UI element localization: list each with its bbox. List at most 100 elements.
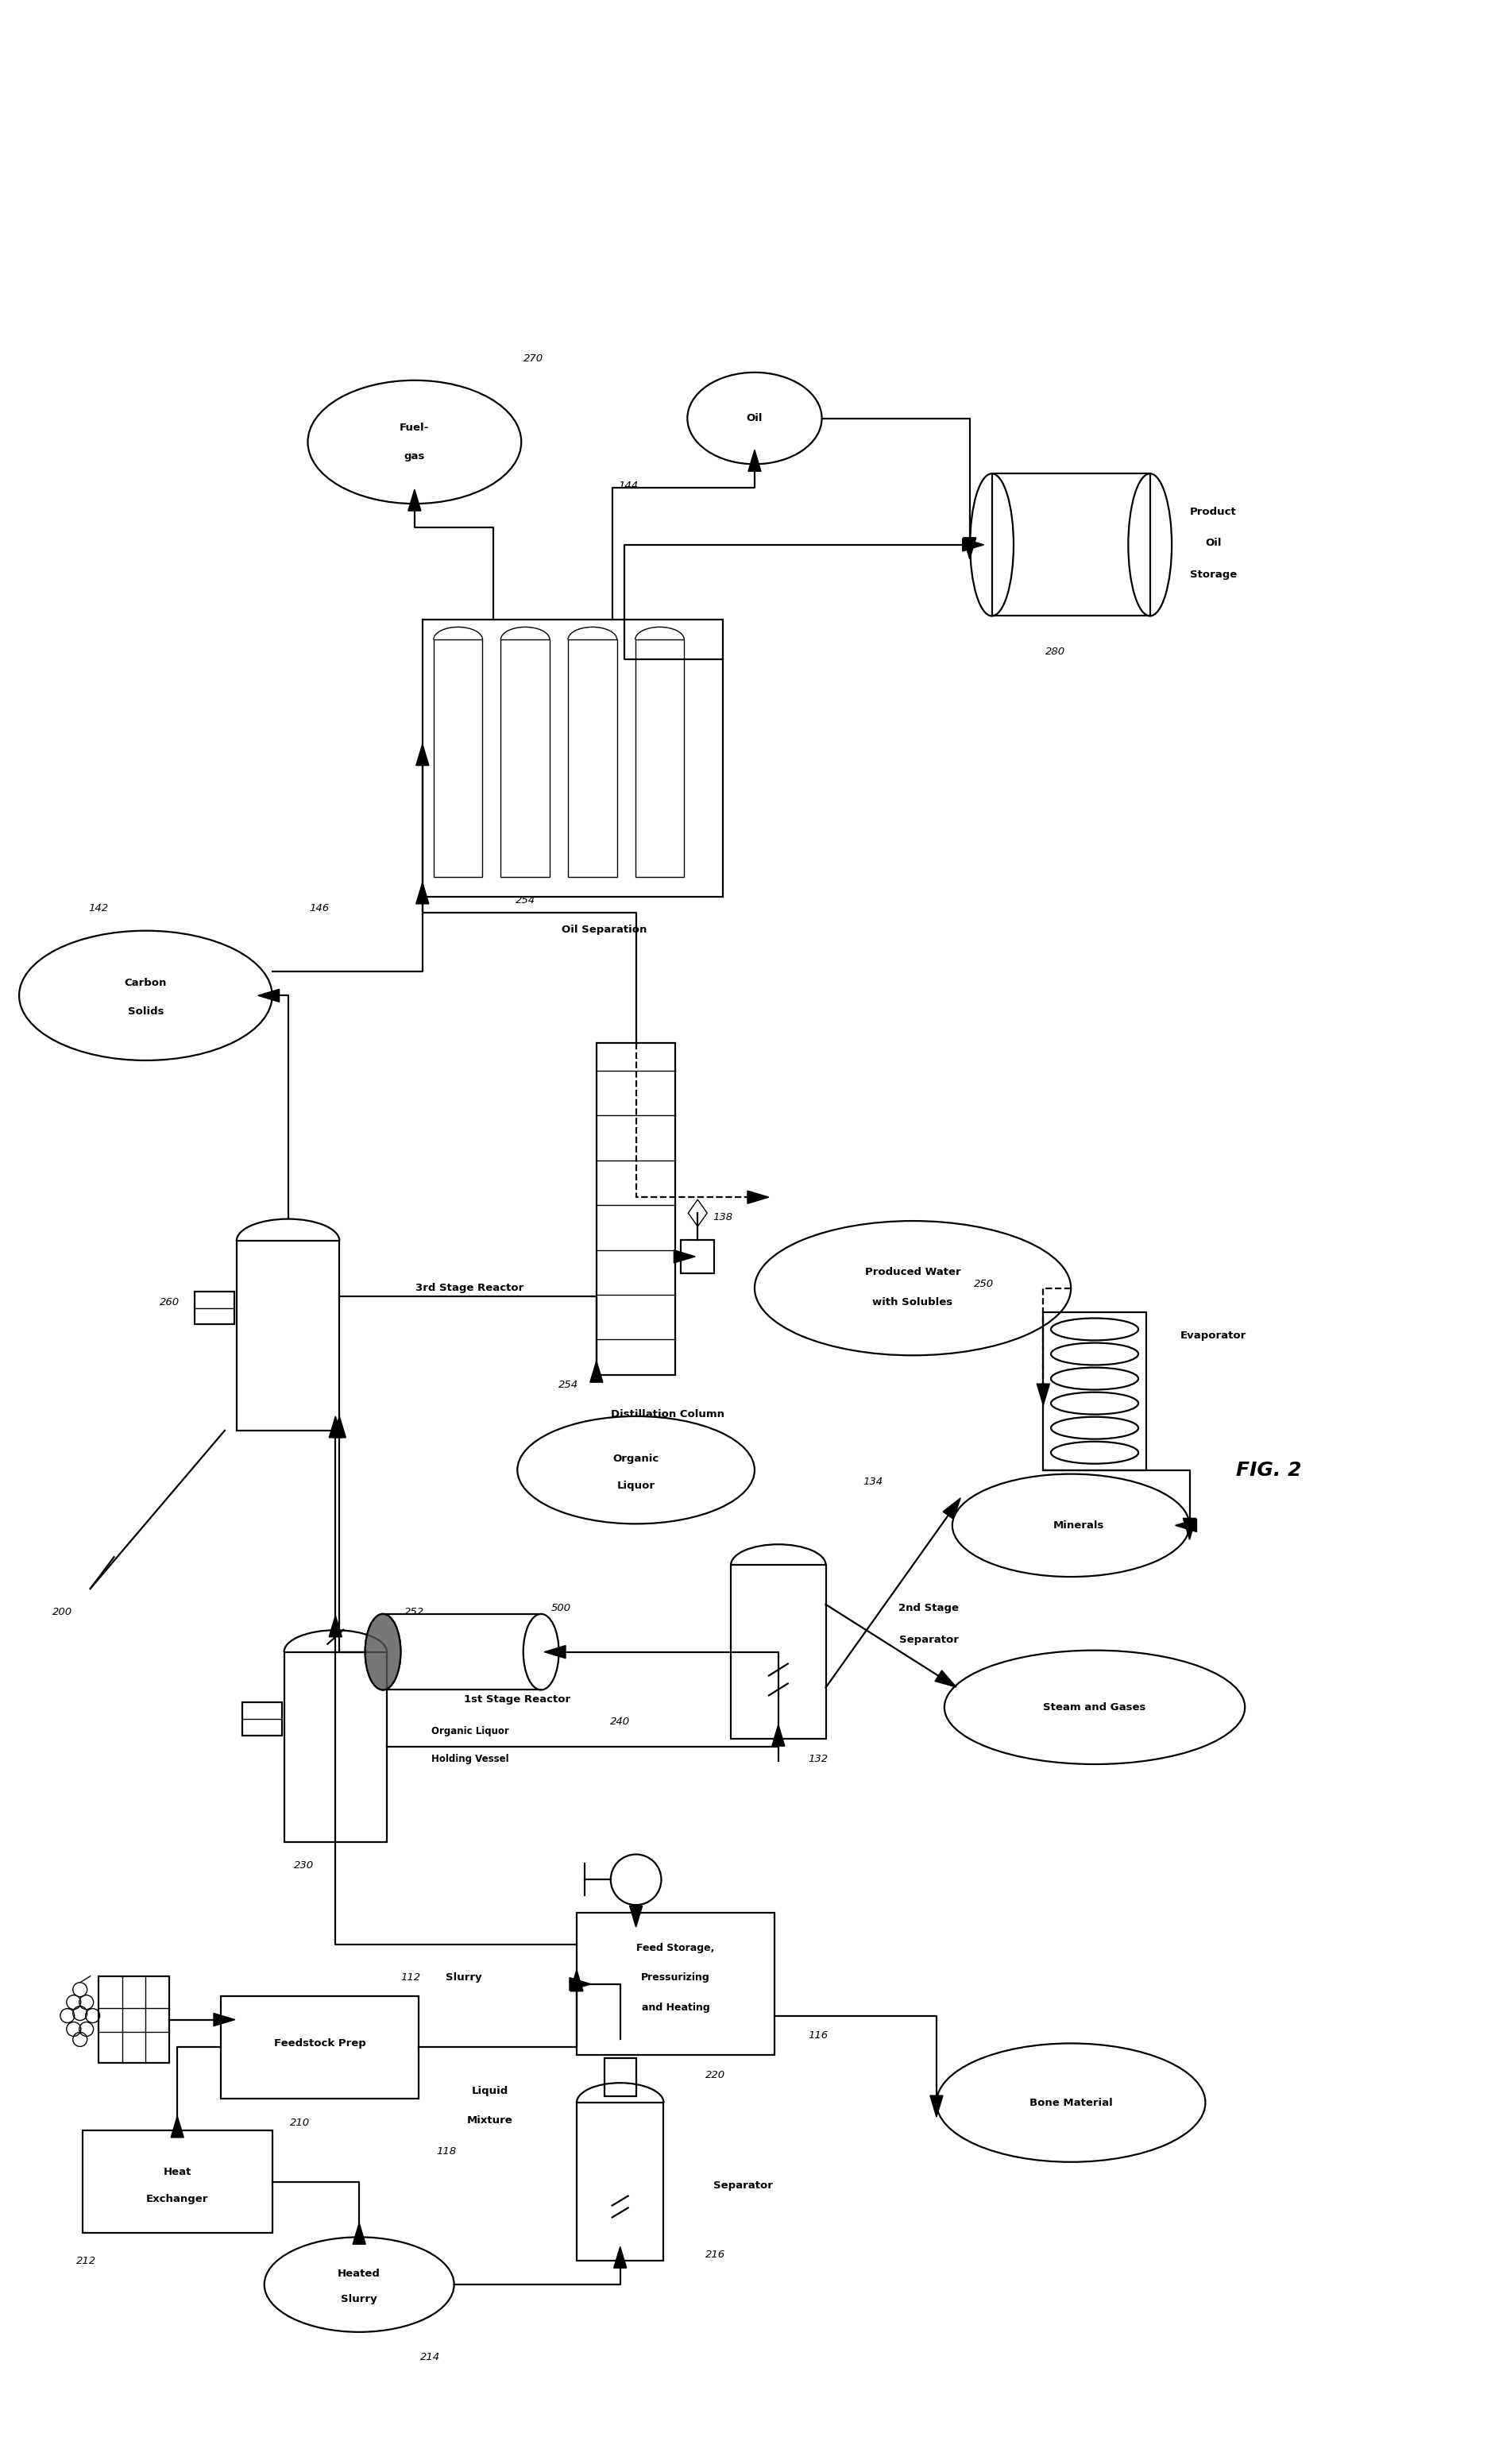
Bar: [98, 1976, 170, 2062]
Text: Separator: Separator: [713, 2181, 772, 2190]
Bar: [285, 1651, 386, 1841]
Text: FIG. 2: FIG. 2: [1236, 1461, 1302, 1478]
Polygon shape: [1036, 1385, 1050, 1404]
Text: Exchanger: Exchanger: [146, 2193, 209, 2205]
Polygon shape: [942, 1498, 960, 1520]
Text: Minerals: Minerals: [1053, 1520, 1105, 1530]
Text: Organic: Organic: [613, 1454, 659, 1464]
Text: Carbon: Carbon: [124, 978, 167, 988]
Text: 132: 132: [808, 1754, 828, 1764]
Ellipse shape: [365, 1614, 401, 1690]
Bar: [681, 1239, 714, 1274]
Text: Produced Water: Produced Water: [865, 1266, 960, 1276]
Bar: [596, 1042, 675, 1375]
Text: Storage: Storage: [1190, 569, 1238, 579]
Text: 200: 200: [52, 1607, 73, 1616]
Text: gas: gas: [404, 451, 425, 461]
Text: 216: 216: [705, 2250, 725, 2259]
Polygon shape: [171, 2117, 183, 2136]
Text: Evaporator: Evaporator: [1181, 1331, 1246, 1340]
Text: Liquid: Liquid: [471, 2085, 508, 2097]
Text: Feedstock Prep: Feedstock Prep: [274, 2038, 365, 2048]
Text: with Solubles: with Solubles: [872, 1296, 953, 1308]
Text: Heated: Heated: [338, 2269, 380, 2279]
Bar: [422, 621, 723, 897]
Text: 230: 230: [294, 1860, 313, 1870]
Polygon shape: [747, 1190, 769, 1202]
Polygon shape: [674, 1249, 695, 1264]
Text: Product: Product: [1190, 508, 1236, 517]
Text: 500: 500: [550, 1604, 571, 1614]
Bar: [501, 641, 550, 877]
Polygon shape: [416, 744, 429, 766]
Text: 240: 240: [610, 1717, 631, 1727]
Polygon shape: [409, 490, 420, 510]
Text: 260: 260: [160, 1296, 179, 1308]
Text: 250: 250: [974, 1279, 994, 1289]
Text: 214: 214: [420, 2353, 440, 2363]
Text: 116: 116: [808, 2030, 828, 2040]
Text: 254: 254: [559, 1380, 579, 1390]
Bar: [992, 473, 1150, 616]
Polygon shape: [772, 1725, 784, 1747]
Text: 146: 146: [310, 904, 330, 914]
Text: Oil: Oil: [1205, 537, 1221, 549]
Text: Slurry: Slurry: [446, 1974, 482, 1984]
Bar: [568, 641, 617, 877]
Text: 3rd Stage Reactor: 3rd Stage Reactor: [416, 1284, 523, 1294]
Polygon shape: [930, 2094, 942, 2117]
Polygon shape: [544, 1646, 565, 1658]
Text: 118: 118: [437, 2146, 456, 2156]
Bar: [604, 2057, 637, 2097]
Polygon shape: [213, 2013, 236, 2025]
Text: Organic Liquor: Organic Liquor: [431, 1725, 508, 1737]
Text: 144: 144: [619, 480, 638, 490]
Polygon shape: [629, 1905, 643, 1927]
Text: 280: 280: [1045, 646, 1065, 658]
Polygon shape: [748, 451, 760, 471]
Text: Slurry: Slurry: [341, 2294, 377, 2304]
Text: 252: 252: [404, 1607, 425, 1616]
Text: Distillation Column: Distillation Column: [611, 1409, 725, 1419]
Polygon shape: [330, 1417, 341, 1437]
Polygon shape: [1184, 1518, 1196, 1540]
Text: 212: 212: [76, 2255, 97, 2267]
Bar: [434, 641, 483, 877]
Bar: [242, 1703, 282, 1735]
Text: Holding Vessel: Holding Vessel: [431, 1754, 508, 1764]
Text: 2nd Stage: 2nd Stage: [899, 1604, 959, 1614]
Bar: [635, 641, 684, 877]
Polygon shape: [416, 882, 429, 904]
Text: Oil Separation: Oil Separation: [562, 924, 647, 934]
Bar: [221, 1996, 419, 2099]
Polygon shape: [935, 1671, 956, 1688]
Text: Pressurizing: Pressurizing: [641, 1974, 710, 1984]
Text: 1st Stage Reactor: 1st Stage Reactor: [464, 1695, 571, 1705]
Text: Mixture: Mixture: [467, 2114, 513, 2126]
Text: Fuel-: Fuel-: [400, 424, 429, 434]
Text: Oil: Oil: [747, 414, 763, 424]
Polygon shape: [963, 540, 984, 552]
Polygon shape: [570, 1969, 583, 1991]
Text: Separator: Separator: [899, 1636, 959, 1646]
Text: Solids: Solids: [128, 1005, 164, 1018]
Text: and Heating: and Heating: [641, 2003, 710, 2013]
Bar: [731, 1565, 826, 1740]
Text: Liquor: Liquor: [617, 1481, 655, 1491]
Bar: [195, 1291, 234, 1326]
Polygon shape: [963, 537, 977, 559]
Text: 270: 270: [523, 355, 543, 365]
Polygon shape: [332, 1417, 346, 1437]
Polygon shape: [590, 1360, 602, 1382]
Polygon shape: [258, 988, 279, 1003]
Polygon shape: [570, 1979, 590, 1991]
Text: Bone Material: Bone Material: [1029, 2097, 1112, 2107]
Bar: [577, 1912, 774, 2055]
Text: 210: 210: [289, 2117, 310, 2126]
Text: 112: 112: [401, 1974, 420, 1984]
Text: 220: 220: [705, 2070, 725, 2080]
Text: 134: 134: [863, 1476, 883, 1488]
Text: Heat: Heat: [163, 2168, 191, 2178]
Polygon shape: [1175, 1518, 1197, 1533]
Text: Steam and Gases: Steam and Gases: [1044, 1703, 1147, 1712]
